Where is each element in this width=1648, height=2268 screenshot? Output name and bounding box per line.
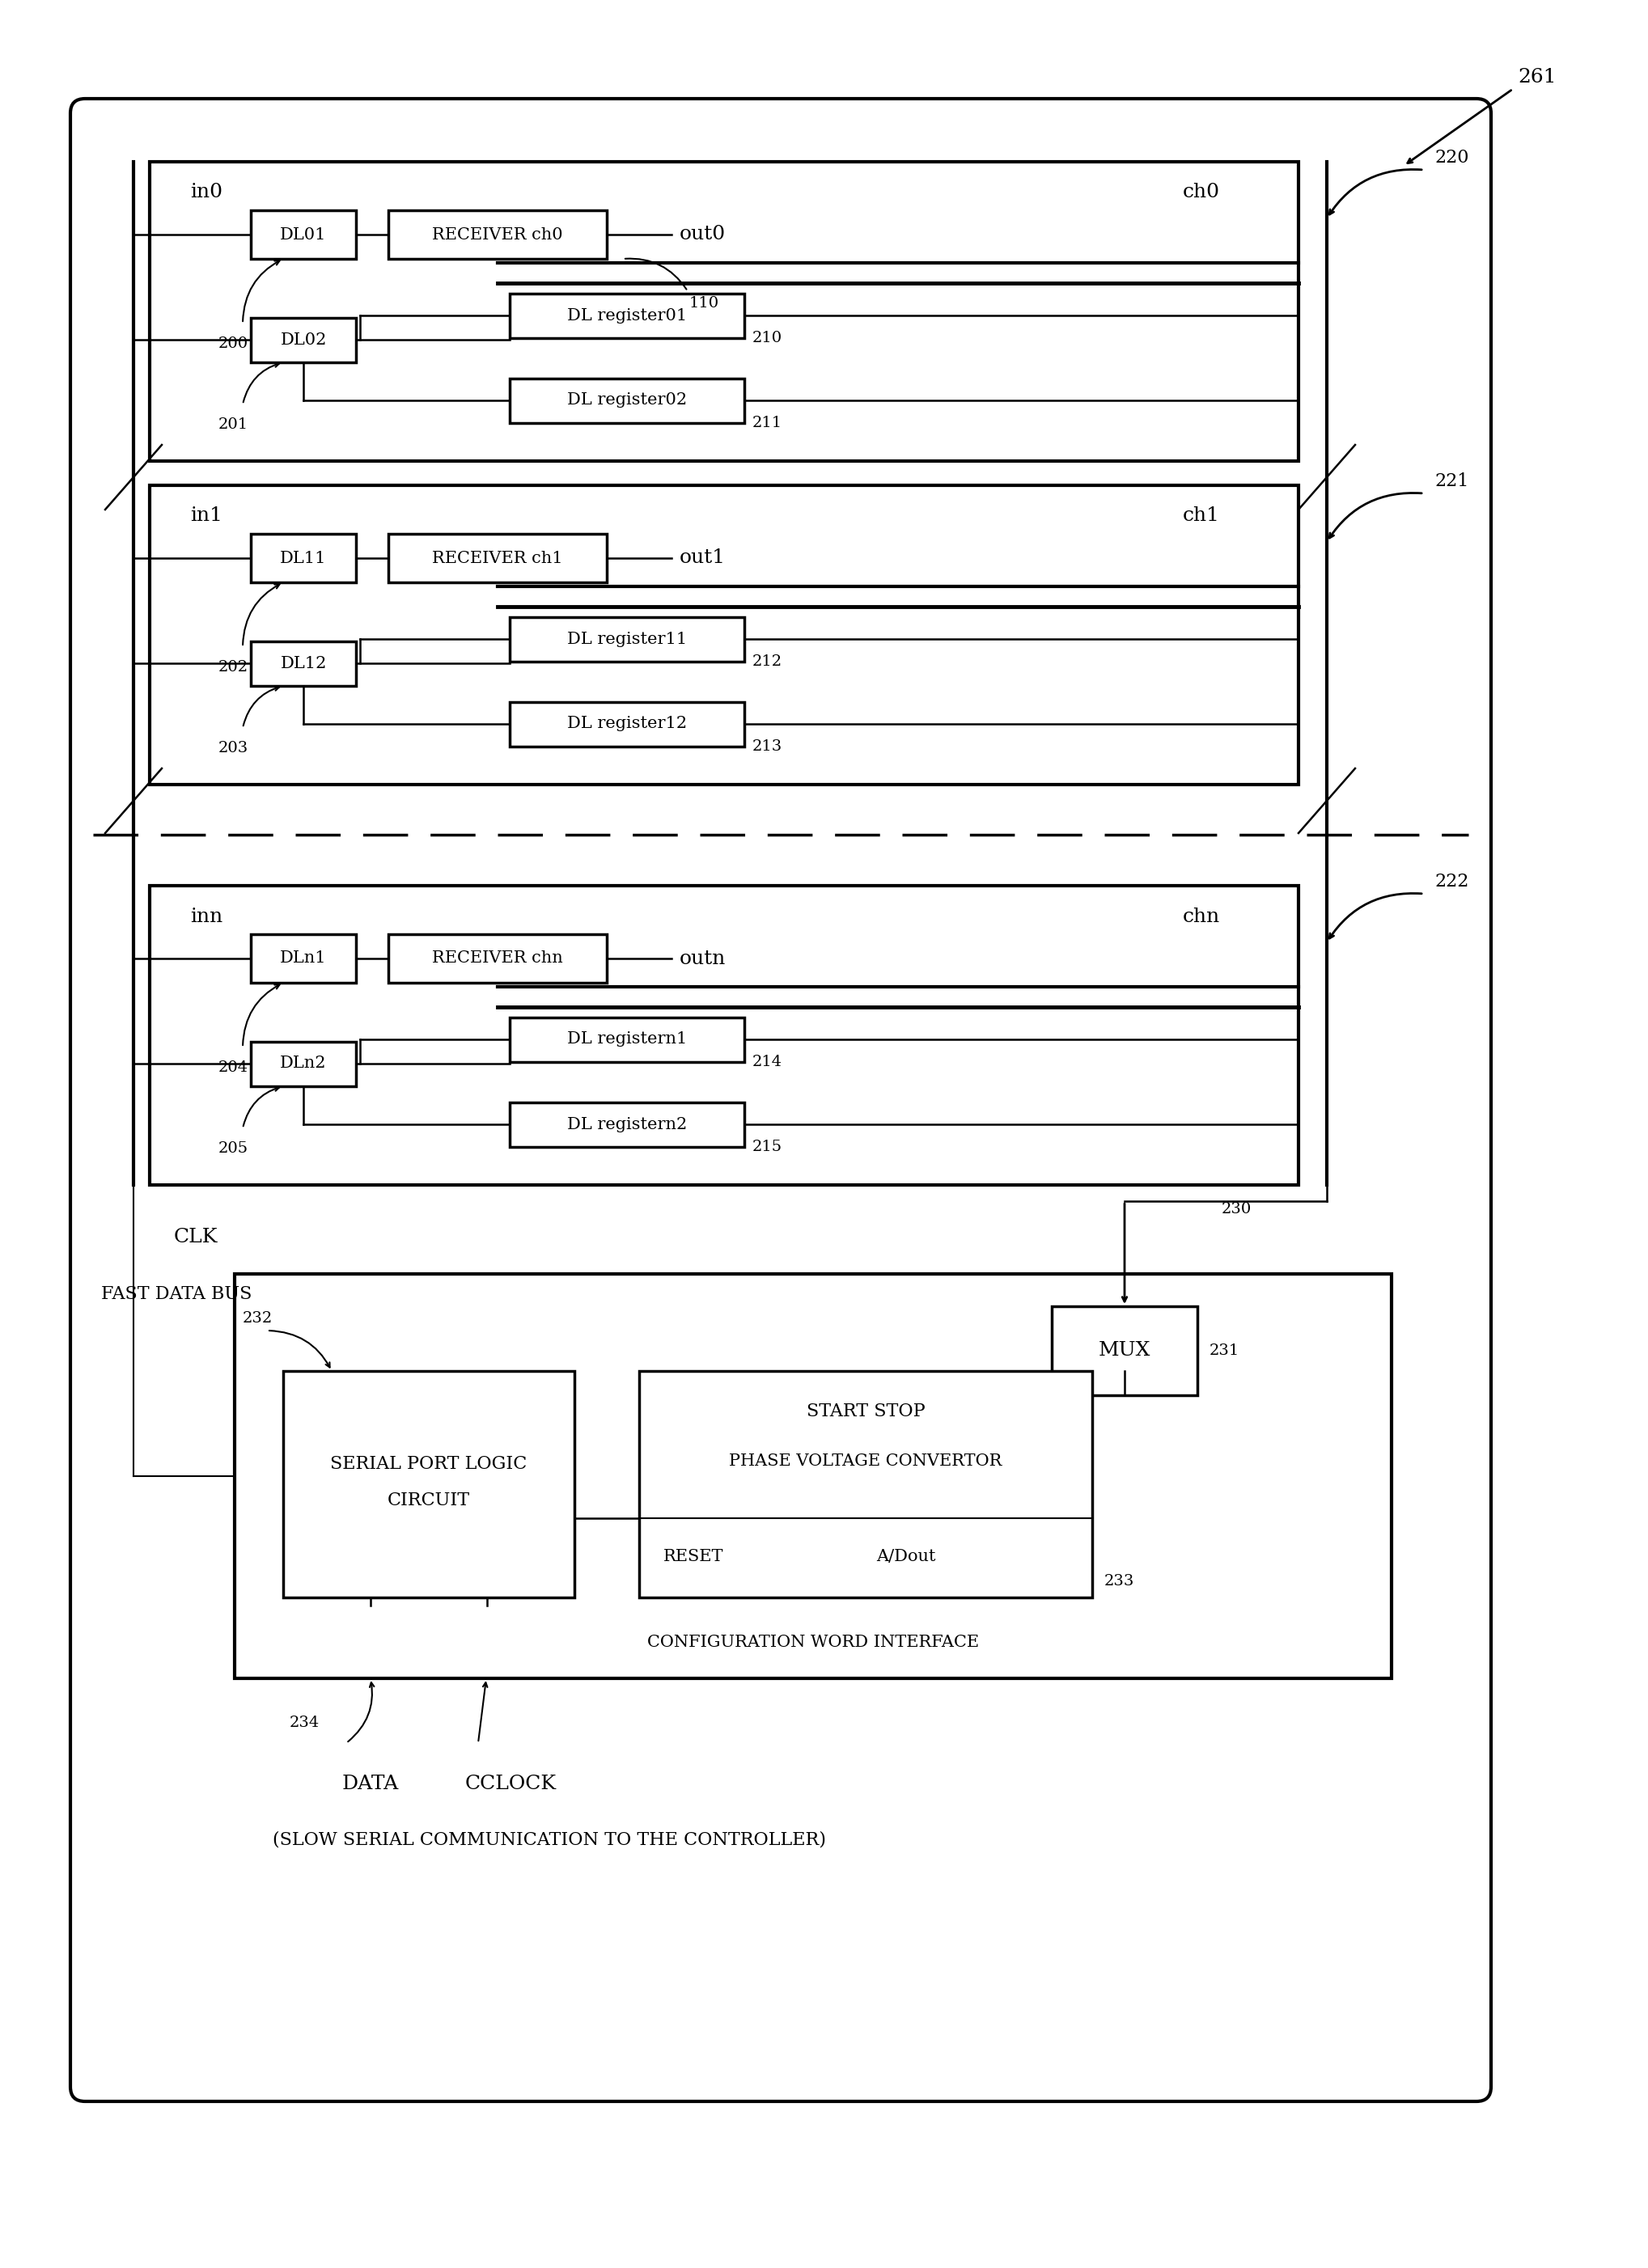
Text: DL registern2: DL registern2 <box>567 1116 687 1132</box>
Text: MUX: MUX <box>1099 1340 1150 1361</box>
Text: 231: 231 <box>1210 1343 1239 1359</box>
Bar <box>250 533 356 583</box>
FancyBboxPatch shape <box>71 100 1491 2102</box>
Text: DLn1: DLn1 <box>280 950 326 966</box>
Text: 214: 214 <box>753 1055 783 1068</box>
Bar <box>250 1041 356 1086</box>
Text: in0: in0 <box>190 184 222 202</box>
Text: RECEIVER chn: RECEIVER chn <box>432 950 564 966</box>
Text: 215: 215 <box>753 1139 783 1154</box>
Text: 212: 212 <box>753 655 783 669</box>
Bar <box>389 211 606 259</box>
Text: 233: 233 <box>1104 1574 1134 1588</box>
Bar <box>389 533 606 583</box>
Text: 202: 202 <box>219 660 249 674</box>
Text: CLK: CLK <box>175 1229 218 1247</box>
Text: 110: 110 <box>689 297 719 311</box>
Bar <box>509 1018 745 1061</box>
Text: 234: 234 <box>290 1715 320 1730</box>
Bar <box>509 703 745 746</box>
Text: DL register11: DL register11 <box>567 631 687 646</box>
Text: SERIAL PORT LOGIC: SERIAL PORT LOGIC <box>330 1456 527 1472</box>
Text: 204: 204 <box>219 1061 249 1075</box>
Bar <box>509 293 745 338</box>
Bar <box>509 379 745 424</box>
Text: 220: 220 <box>1435 150 1470 166</box>
Bar <box>234 1275 1391 1678</box>
Bar <box>250 934 356 982</box>
Text: 203: 203 <box>219 742 249 755</box>
Bar <box>639 1370 1093 1597</box>
Text: DL registern1: DL registern1 <box>567 1032 687 1048</box>
Bar <box>150 485 1299 785</box>
Text: DL register12: DL register12 <box>567 717 687 733</box>
Text: DL02: DL02 <box>280 331 326 347</box>
Text: 261: 261 <box>1518 68 1556 86</box>
Text: DL12: DL12 <box>280 655 326 671</box>
Text: out0: out0 <box>679 225 725 245</box>
Bar <box>509 617 745 662</box>
Text: PHASE VOLTAGE CONVERTOR: PHASE VOLTAGE CONVERTOR <box>728 1454 1002 1470</box>
Bar <box>150 887 1299 1184</box>
Text: CIRCUIT: CIRCUIT <box>387 1492 470 1508</box>
Text: in1: in1 <box>190 506 222 526</box>
Text: DL register01: DL register01 <box>567 308 687 322</box>
Text: 200: 200 <box>219 336 249 352</box>
Text: 230: 230 <box>1221 1202 1252 1216</box>
Text: 201: 201 <box>219 417 249 431</box>
Text: RESET: RESET <box>664 1549 723 1565</box>
Text: 205: 205 <box>219 1141 249 1157</box>
Text: 211: 211 <box>753 415 783 431</box>
Bar <box>1051 1306 1198 1395</box>
Text: 222: 222 <box>1435 873 1470 891</box>
Text: DL register02: DL register02 <box>567 392 687 408</box>
Text: ch1: ch1 <box>1183 506 1220 526</box>
Bar <box>250 318 356 363</box>
Bar <box>250 642 356 685</box>
Bar <box>509 1102 745 1148</box>
Text: CCLOCK: CCLOCK <box>465 1774 557 1792</box>
Text: out1: out1 <box>679 549 725 567</box>
Bar <box>283 1370 575 1597</box>
Text: 232: 232 <box>242 1311 274 1327</box>
Text: FAST DATA BUS: FAST DATA BUS <box>101 1286 252 1304</box>
Text: 221: 221 <box>1435 472 1470 490</box>
Text: RECEIVER ch0: RECEIVER ch0 <box>432 227 564 243</box>
Text: outn: outn <box>679 950 727 968</box>
Text: 210: 210 <box>753 331 783 345</box>
Bar <box>250 211 356 259</box>
Text: RECEIVER ch1: RECEIVER ch1 <box>432 551 564 565</box>
Text: ch0: ch0 <box>1183 184 1220 202</box>
Text: inn: inn <box>190 907 222 925</box>
Text: DL11: DL11 <box>280 551 326 565</box>
Text: START STOP: START STOP <box>806 1404 925 1420</box>
Text: DLn2: DLn2 <box>280 1057 326 1070</box>
Bar <box>389 934 606 982</box>
Text: DATA: DATA <box>343 1774 399 1792</box>
Text: chn: chn <box>1183 907 1220 925</box>
Text: CONFIGURATION WORD INTERFACE: CONFIGURATION WORD INTERFACE <box>648 1635 979 1649</box>
Text: (SLOW SERIAL COMMUNICATION TO THE CONTROLLER): (SLOW SERIAL COMMUNICATION TO THE CONTRO… <box>272 1830 826 1848</box>
Text: DL01: DL01 <box>280 227 326 243</box>
Text: A/Dout: A/Dout <box>877 1549 936 1565</box>
Bar <box>150 161 1299 460</box>
Text: 213: 213 <box>753 739 783 753</box>
